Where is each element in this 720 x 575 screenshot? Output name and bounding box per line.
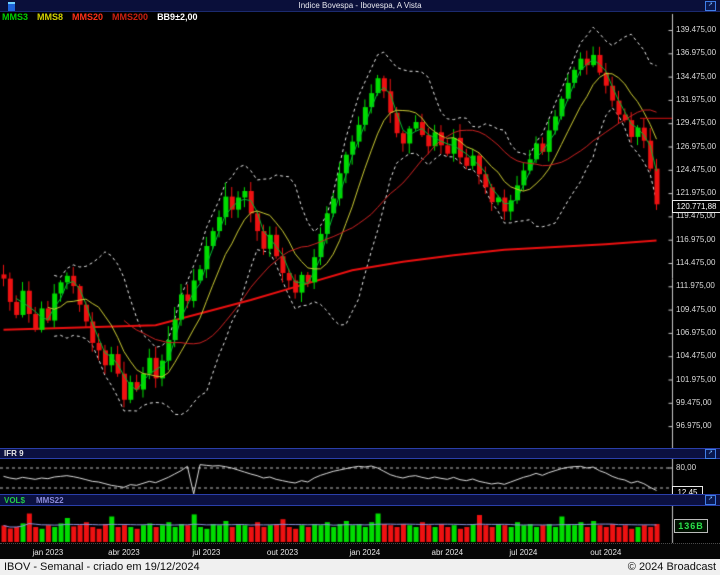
expand-icon[interactable]: ➚	[705, 495, 716, 505]
indicator-legend: MMS3 MMS8 MMS20 MMS200 BB9±2,00	[2, 12, 198, 23]
volume-panel-label: VOL$	[4, 496, 25, 505]
expand-icon[interactable]: ➚	[705, 449, 716, 459]
price-axis-label: 134.475,00	[676, 71, 717, 81]
time-axis-label: jul 2024	[509, 548, 538, 557]
volume-value-box: 136B	[674, 519, 708, 533]
time-axis-label: abr 2023	[108, 548, 140, 557]
copyright-text: © 2024 Broadcast	[627, 561, 716, 573]
legend-mms3: MMS3	[2, 12, 29, 22]
title-bar: Indice Bovespa - Ibovespa, A Vista ➚	[0, 0, 720, 12]
price-axis-label: 139.475,00	[676, 25, 717, 34]
price-axis-label: 121.975,00	[676, 188, 717, 198]
legend-mms200: MMS200	[112, 12, 149, 22]
price-axis-label: 119.475,00	[676, 211, 716, 221]
volume-panel-header: VOL$ MMS22 ➚	[0, 494, 720, 506]
price-axis-label: 104.475,00	[676, 351, 717, 361]
volume-avg-label: MMS22	[36, 496, 64, 505]
ifr-panel-header: IFR 9 ➚	[0, 448, 720, 459]
time-axis: jan 2023 abr 2023 jul 2023 out 2023 jan 2024…	[0, 543, 720, 560]
price-axis-label: 99.475,00	[676, 397, 712, 407]
price-axis-label: 101.975,00	[676, 374, 717, 384]
time-axis-label: jan 2024	[349, 548, 381, 557]
ifr-panel-label: IFR 9	[4, 449, 24, 458]
chart-title: Indice Bovespa - Ibovespa, A Vista	[298, 1, 422, 10]
price-axis-label: 129.475,00	[676, 118, 717, 128]
price-axis-label: 126.975,00	[676, 141, 717, 151]
price-axis-label: 136.975,00	[676, 48, 717, 58]
time-axis-label: jul 2023	[192, 548, 221, 557]
time-axis-label: abr 2024	[431, 548, 464, 557]
price-axis-label: 96.975,00	[676, 421, 712, 431]
legend-bb9: BB9±2,00	[157, 12, 198, 22]
expand-icon[interactable]: ➚	[705, 1, 716, 11]
price-axis-label: 116.975,00	[676, 234, 716, 244]
time-axis-label: jan 2023	[32, 548, 64, 557]
time-axis-label: out 2024	[590, 548, 622, 557]
price-axis-label: 109.475,00	[676, 304, 717, 314]
legend-mms20: MMS20	[72, 12, 104, 22]
price-axis-label: 124.475,00	[676, 164, 717, 174]
price-axis-label: 106.975,00	[676, 327, 717, 337]
time-axis-label: out 2023	[266, 548, 299, 557]
ifr-grid-label: 80,00	[676, 463, 697, 472]
app-icon	[8, 2, 15, 11]
status-text: IBOV - Semanal - criado em 19/12/2024	[4, 561, 200, 573]
price-axis-label: 114.475,00	[676, 258, 716, 267]
status-bar: IBOV - Semanal - criado em 19/12/2024 © …	[0, 559, 720, 575]
legend-mms8: MMS8	[37, 12, 64, 22]
price-axis-label: 111.975,00	[676, 281, 715, 291]
last-price-box: 120.771,88	[672, 200, 720, 213]
price-axis-label: 131.975,00	[676, 94, 717, 104]
